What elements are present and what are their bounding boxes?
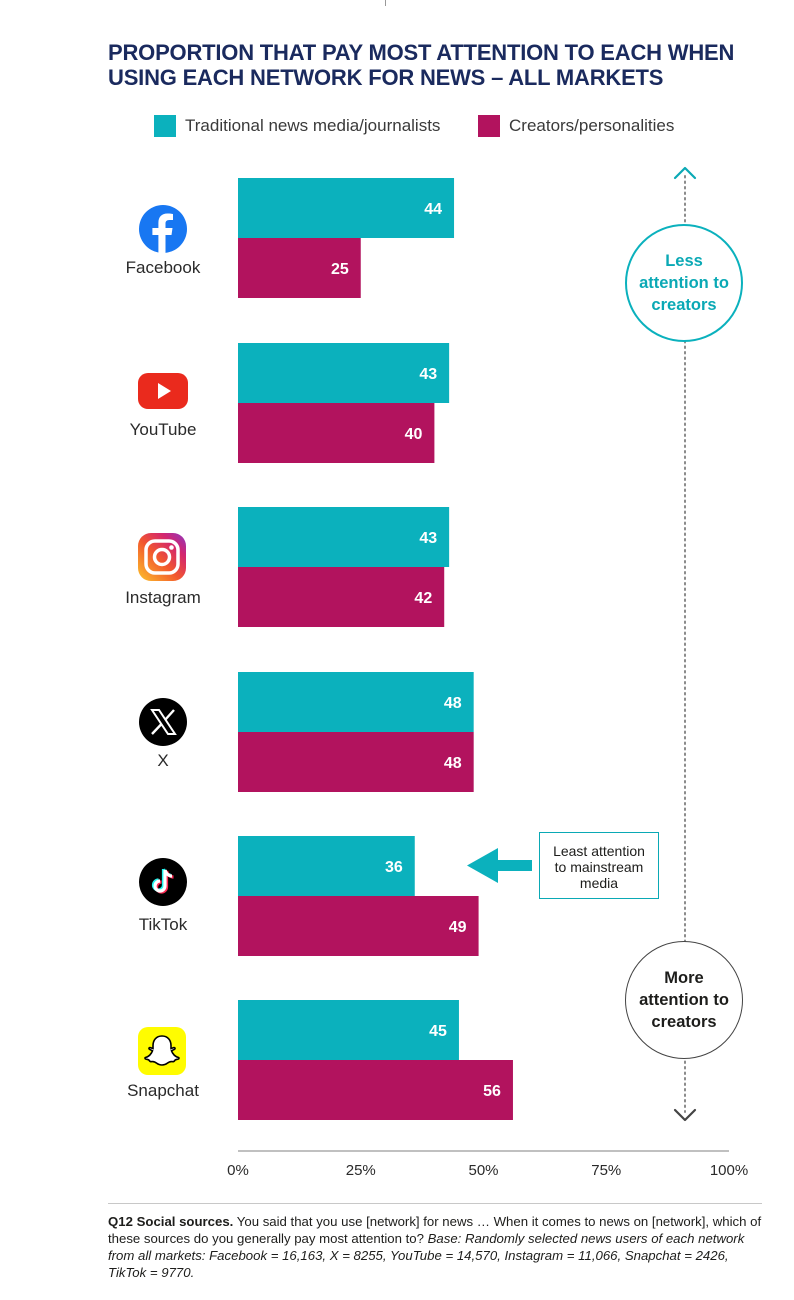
value-label-snapchat-traditional: 45 xyxy=(429,1023,447,1040)
value-label-facebook-creators: 25 xyxy=(331,261,349,278)
x-tick-label: 0% xyxy=(227,1162,249,1179)
x-axis: 0% 25% 50% 75% 100% xyxy=(227,1150,748,1179)
value-label-snapchat-creators: 56 xyxy=(483,1083,501,1100)
value-label-x-creators: 48 xyxy=(444,755,462,772)
network-label-snapchat: Snapchat xyxy=(127,1081,199,1100)
x-tick-label: 25% xyxy=(346,1162,376,1179)
network-label-x: X xyxy=(157,751,169,770)
value-label-instagram-creators: 42 xyxy=(414,590,432,607)
bar-tiktok-traditional xyxy=(238,836,415,896)
bar-instagram-traditional xyxy=(238,507,450,567)
instagram-icon xyxy=(137,532,187,582)
network-label-instagram: Instagram xyxy=(125,588,201,607)
x-tick-label: 75% xyxy=(591,1162,621,1179)
footnote-question: You said that you use [network] for news… xyxy=(108,1214,762,1246)
footnote: Q12 Social sources. You said that you us… xyxy=(108,1213,768,1281)
bar-youtube-traditional xyxy=(238,343,450,403)
bar-facebook-traditional xyxy=(238,178,455,238)
bar-tiktok-creators xyxy=(238,896,479,956)
facebook-icon xyxy=(138,204,188,254)
network-label-tiktok: TikTok xyxy=(138,915,188,934)
value-label-instagram-traditional: 43 xyxy=(419,530,437,547)
value-label-facebook-traditional: 44 xyxy=(424,201,442,218)
bar-snapchat-creators xyxy=(238,1060,513,1120)
value-label-youtube-traditional: 43 xyxy=(419,366,437,383)
legend-swatch-creators xyxy=(478,115,500,137)
more-attention-circle: More attention to creators xyxy=(625,941,743,1059)
callout-arrow-icon xyxy=(467,848,532,883)
legend-label-traditional: Traditional news media/journalists xyxy=(185,116,441,135)
value-label-x-traditional: 48 xyxy=(444,695,462,712)
x-tick-label: 50% xyxy=(468,1162,498,1179)
value-label-youtube-creators: 40 xyxy=(405,426,423,443)
snapchat-icon xyxy=(137,1026,187,1076)
bar-instagram-creators xyxy=(238,567,445,627)
less-attention-circle: Less attention to creators xyxy=(625,224,743,342)
least-attention-callout: Least attention to mainstream media xyxy=(539,832,659,899)
tiktok-icon xyxy=(138,857,188,907)
footnote-base: Base: Randomly selected news users of ea… xyxy=(108,1231,745,1280)
bar-facebook-creators xyxy=(238,238,361,298)
footnote-label: Q12 Social sources. xyxy=(108,1214,234,1229)
youtube-icon xyxy=(137,372,189,410)
bar-snapchat-traditional xyxy=(238,1000,459,1060)
value-label-tiktok-traditional: 36 xyxy=(385,859,403,876)
legend-item-creators: Creators/personalities xyxy=(478,114,674,138)
up-arrow-icon xyxy=(673,166,697,180)
bar-x-traditional xyxy=(238,672,474,732)
value-label-tiktok-creators: 49 xyxy=(449,919,467,936)
chart-title: PROPORTION THAT PAY MOST ATTENTION TO EA… xyxy=(108,40,735,90)
network-label-facebook: Facebook xyxy=(125,258,201,277)
bar-x-creators xyxy=(238,732,474,792)
top-edge-mark xyxy=(385,0,386,6)
footnote-divider xyxy=(108,1203,762,1204)
x-icon xyxy=(138,697,188,747)
down-arrow-icon xyxy=(673,1108,697,1122)
bars-layer: 44 25 43 40 43 42 48 48 36 49 45 56 xyxy=(238,178,513,1120)
x-tick-label: 100% xyxy=(710,1162,748,1179)
legend-item-traditional: Traditional news media/journalists xyxy=(154,114,440,138)
bar-youtube-creators xyxy=(238,403,435,463)
network-label-youtube: YouTube xyxy=(129,420,197,439)
legend-swatch-traditional xyxy=(154,115,176,137)
legend-label-creators: Creators/personalities xyxy=(509,116,675,135)
